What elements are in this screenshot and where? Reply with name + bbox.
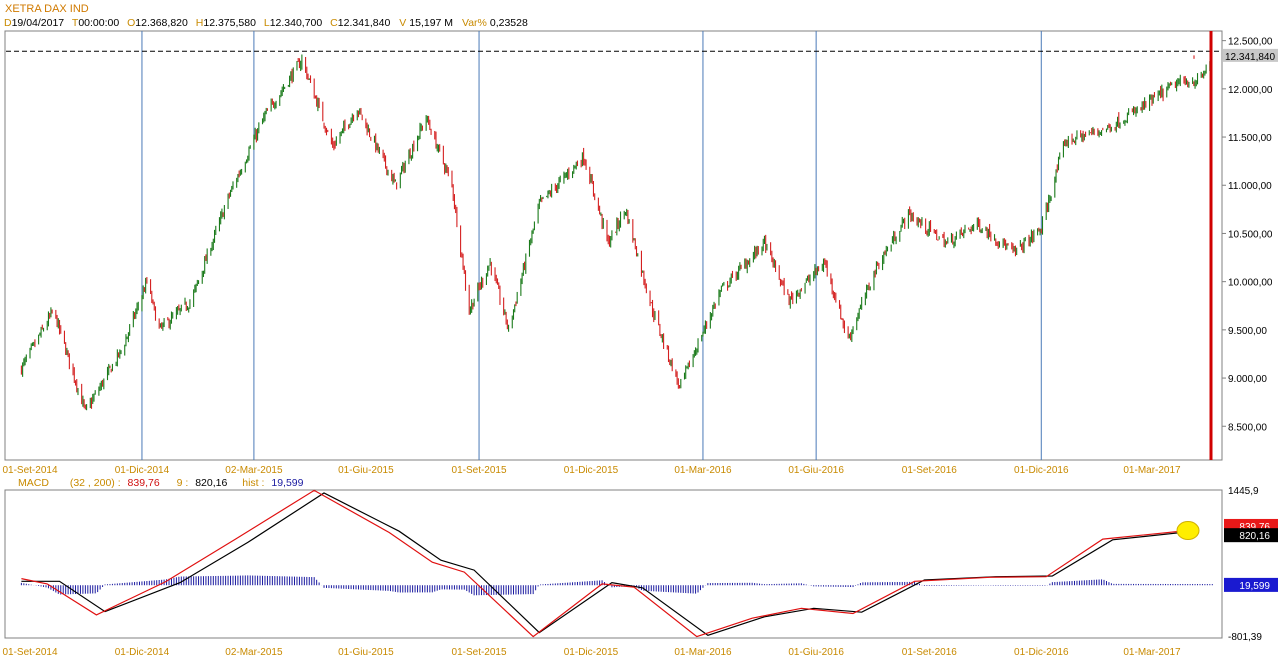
x-tick-label: 01-Set-2014 [2,465,57,476]
x-tick-label: 01-Mar-2017 [1123,465,1181,476]
signal-value-box-label: 820,16 [1239,531,1270,542]
macd-x-tick-label: 01-Set-2014 [2,647,57,658]
macd-x-tick-label: 01-Dic-2016 [1014,647,1069,658]
macd-y-max-label: 1445,9 [1228,486,1259,497]
macd-histogram [20,575,1213,596]
low-value: 12.340,700 [270,17,323,29]
x-tick-label: 01-Dic-2015 [564,465,619,476]
macd-x-tick-label: 01-Set-2016 [902,647,957,658]
y-tick-label: 12.000,00 [1228,85,1273,96]
high-key: H [196,17,204,29]
price-y-axis: 12.500,00 12.000,00 11.500,00 11.000,00 10.5… [1222,37,1273,433]
close-key: C [330,17,338,29]
price-panel-frame [4,30,1223,461]
y-tick-label: 11.000,00 [1228,181,1272,192]
instrument-title: XETRA DAX IND [5,3,89,15]
price-x-axis: 01-Set-2014 01-Dic-2014 02-Mar-2015 01-Giu-… [2,465,1181,476]
macd-value: 839,76 [128,477,160,489]
macd-x-tick-label: 01-Mar-2017 [1123,647,1181,658]
macd-x-tick-label: 01-Set-2015 [452,647,507,658]
y-tick-label: 9.000,00 [1228,374,1267,385]
macd-x-tick-label: 01-Dic-2015 [564,647,619,658]
open-key: O [127,17,135,29]
hist-value-box-label: 19,599 [1239,581,1270,592]
y-tick-label: 8.500,00 [1228,422,1267,433]
var-value: 0,23528 [490,17,528,29]
macd-x-tick-label: 01-Giu-2016 [788,647,844,658]
y-tick-label: 9.500,00 [1228,326,1267,337]
y-tick-label: 11.500,00 [1228,133,1272,144]
candlestick-series [20,54,1212,411]
macd-label: MACD [18,477,49,489]
time-value: 00:00:00 [78,17,119,29]
volume-value: 15,197 M [409,17,453,29]
signal-label: 9 : [177,477,189,489]
y-tick-label: 12.500,00 [1228,37,1273,48]
macd-x-tick-label: 01-Giu-2015 [338,647,394,658]
macd-panel-frame [4,489,1223,639]
x-tick-label: 01-Set-2016 [902,465,957,476]
hist-value: 19,599 [271,477,303,489]
x-tick-label: 01-Dic-2016 [1014,465,1069,476]
x-tick-label: 01-Mar-2016 [674,465,732,476]
open-value: 12.368,820 [135,17,188,29]
date-value: 19/04/2017 [12,17,65,29]
hist-value-box [1224,577,1278,592]
signal-line [21,492,1195,636]
highlight-marker [1176,521,1200,541]
volume-key: V [399,17,406,29]
macd-line [21,489,1195,638]
macd-y-min-label: -801,39 [1228,632,1262,643]
period-dividers [141,31,1042,460]
x-tick-label: 01-Giu-2016 [788,465,844,476]
x-tick-label: 01-Dic-2014 [115,465,170,476]
last-price-box [1223,48,1278,62]
x-tick-label: 02-Mar-2015 [225,465,283,476]
macd-value-box-label: 839,76 [1239,522,1270,533]
high-value: 12.375,580 [203,17,256,29]
macd-x-tick-label: 01-Mar-2016 [674,647,732,658]
var-key: Var% [462,17,487,29]
x-tick-label: 01-Set-2015 [452,465,507,476]
y-tick-label: 10.500,00 [1228,229,1273,240]
ohlc-header: D19/04/2017 T00:00:00 O12.368,820 H12.37… [4,17,528,29]
date-key: D [4,17,12,29]
hist-label: hist : [242,477,264,489]
signal-value: 820,16 [195,477,227,489]
macd-x-tick-label: 02-Mar-2015 [225,647,283,658]
macd-header: MACD (32 , 200) : 839,76 9 : 820,16 hist… [18,477,304,489]
time-key: T [72,17,79,29]
macd-x-tick-label: 01-Dic-2014 [115,647,170,658]
macd-params: (32 , 200) : [70,477,121,489]
macd-x-axis: 01-Set-2014 01-Dic-2014 02-Mar-2015 01-Giu-… [2,647,1181,658]
close-value: 12.341,840 [338,17,391,29]
signal-value-box [1224,528,1278,543]
low-key: L [264,17,270,29]
last-price-label: 12.341,840 [1225,52,1275,63]
x-tick-label: 01-Giu-2015 [338,465,394,476]
y-tick-label: 10.000,00 [1228,278,1273,289]
